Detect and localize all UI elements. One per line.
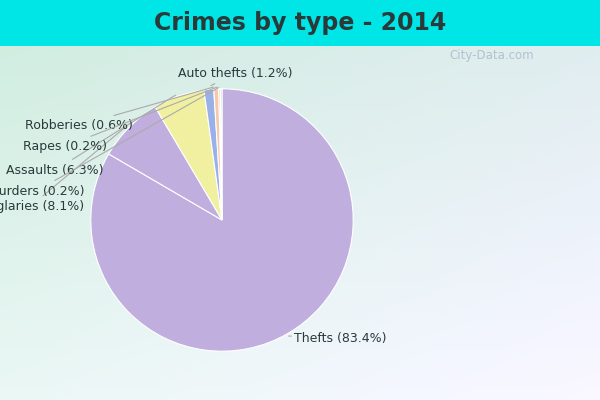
Wedge shape	[155, 90, 222, 220]
Text: Auto thefts (1.2%): Auto thefts (1.2%)	[178, 66, 292, 86]
Wedge shape	[220, 89, 222, 220]
Text: Thefts (83.4%): Thefts (83.4%)	[289, 332, 386, 344]
Text: Robberies (0.6%): Robberies (0.6%)	[25, 87, 214, 132]
Text: City-Data.com: City-Data.com	[449, 50, 535, 62]
Text: Murders (0.2%): Murders (0.2%)	[0, 88, 219, 198]
Text: Burglaries (8.1%): Burglaries (8.1%)	[0, 128, 125, 213]
Bar	[0, 0, 600, 46]
Wedge shape	[219, 89, 222, 220]
Wedge shape	[91, 89, 353, 351]
Text: Crimes by type - 2014: Crimes by type - 2014	[154, 11, 446, 35]
Text: Assaults (6.3%): Assaults (6.3%)	[7, 95, 175, 177]
Wedge shape	[109, 107, 222, 220]
Wedge shape	[204, 89, 222, 220]
Wedge shape	[214, 89, 222, 220]
Text: Rapes (0.2%): Rapes (0.2%)	[23, 87, 217, 153]
